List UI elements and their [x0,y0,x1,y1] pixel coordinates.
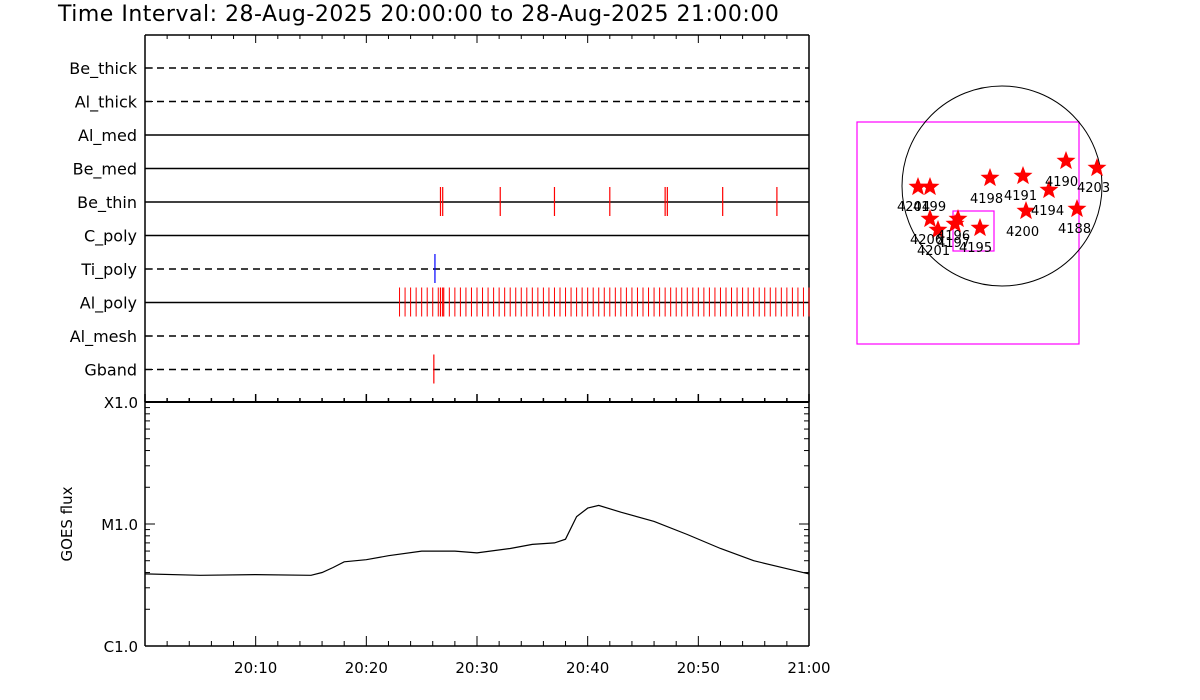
goes-y-tick-label: X1.0 [104,394,138,412]
active-region-label: 4204 [897,200,930,215]
solar-disk [901,85,1103,287]
active-region-label: 4200 [1006,225,1039,240]
active-region-star-icon [928,220,948,239]
page-title: Time Interval: 28-Aug-2025 20:00:00 to 2… [58,2,780,27]
map-fov-box [856,121,1080,345]
goes-x-tick-label: 20:50 [677,659,720,677]
active-region-star-icon [980,168,1000,187]
goes-y-tick-label: M1.0 [101,516,138,534]
goes-flux-line [144,504,810,576]
row-label-Ti_poly: Ti_poly [80,260,137,280]
goes-y-axis-label: GOES flux [58,486,76,561]
row-label-Al_mesh: Al_mesh [70,327,137,347]
active-region-label: 4201 [917,244,950,259]
active-region-label: 4198 [970,192,1003,207]
active-region-star-icon [1067,199,1087,218]
active-region-label: 4194 [1031,204,1064,219]
active-region-label: 4206 [910,233,943,248]
active-region-star-icon [1016,201,1036,220]
active-region-label: 4190 [1045,175,1078,190]
row-label-Al_thick: Al_thick [75,93,138,113]
active-region-star-icon [945,214,965,233]
goes-x-tick-label: 20:30 [455,659,498,677]
active-region-star-icon [970,218,990,237]
active-region-star-icon [908,177,928,196]
active-region-label: 4197 [937,236,970,251]
row-label-Be_med: Be_med [73,160,137,180]
active-region-label: 4203 [1077,181,1110,196]
active-region-star-icon [1087,158,1107,177]
row-label-Be_thick: Be_thick [69,59,137,79]
goes-x-tick-label: 20:10 [234,659,277,677]
row-label-C_poly: C_poly [84,227,137,247]
active-region-label: 4196 [937,229,970,244]
active-region-label: 4191 [1004,189,1037,204]
row-label-Al_med: Al_med [78,126,137,146]
active-region-star-icon [1039,180,1059,199]
active-region-star-icon [920,209,940,228]
active-region-star-icon [1013,166,1033,185]
event-timeline-panel: Be_thick Al_thick Al_med Be_med Be_thin C_pol… [69,34,810,403]
active-region-label: 4188 [1058,222,1091,237]
row-label-Gband: Gband [84,361,137,380]
row-label-Al_poly: Al_poly [80,294,137,314]
active-region-label: 4199 [913,200,946,215]
goes-x-tick-label: 20:20 [345,659,388,677]
active-region-star-icon [920,177,940,196]
active-region-star-icon [1056,151,1076,170]
active-region-star-icon [948,209,968,228]
active-region-label: 4195 [959,241,992,256]
goes-x-tick-label: 21:00 [787,659,830,677]
goes-flux-panel: X1.0 M1.0 C1.0 GOES flux 20:10 20:20 20:30 20:4… [58,394,831,677]
map-zoom-box [952,210,995,252]
goes-x-tick-label: 20:40 [566,659,609,677]
row-label-Be_thin: Be_thin [77,193,137,213]
goes-y-tick-label: C1.0 [104,638,138,656]
